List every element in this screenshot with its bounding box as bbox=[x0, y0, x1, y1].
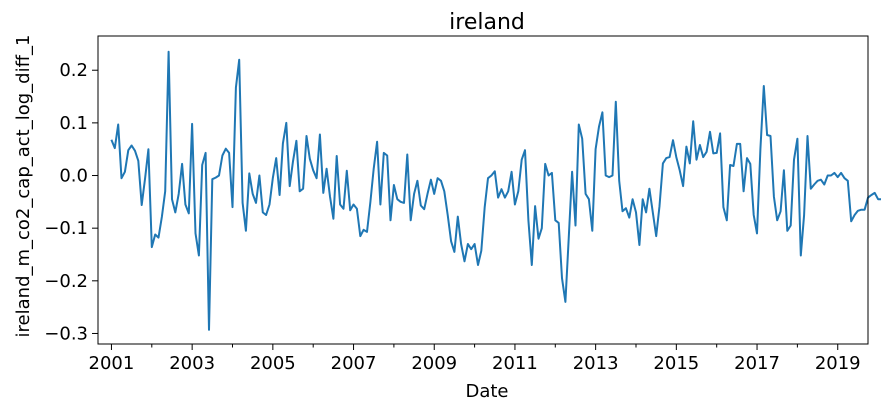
x-tick-label: 2015 bbox=[653, 353, 699, 374]
y-tick-label: −0.1 bbox=[44, 218, 88, 239]
x-tick-label: 2011 bbox=[492, 353, 538, 374]
y-tick-label: 0.2 bbox=[59, 60, 88, 81]
x-axis-label: Date bbox=[465, 381, 508, 402]
x-tick-label: 2007 bbox=[331, 353, 377, 374]
y-axis: 0.2 0.1 0.0 −0.1 −0.2 −0.3 bbox=[44, 60, 98, 344]
chart-title: ireland bbox=[449, 10, 525, 35]
x-tick-label: 2003 bbox=[169, 353, 215, 374]
plot-frame bbox=[97, 35, 869, 345]
plot-area bbox=[110, 50, 881, 331]
x-tick-label: 2019 bbox=[815, 353, 861, 374]
x-tick-label: 2001 bbox=[89, 353, 135, 374]
series-line bbox=[110, 50, 881, 331]
y-axis-label: ireland_m_co2_cap_act_log_diff_1 bbox=[13, 35, 34, 338]
x-tick-label: 2005 bbox=[250, 353, 296, 374]
x-axis: 2001 2003 2005 2007 2009 2011 2013 2015 2017 2019 bbox=[89, 344, 861, 374]
y-tick-label: 0.0 bbox=[59, 166, 88, 187]
x-tick-label: 2013 bbox=[573, 353, 619, 374]
x-tick-label: 2009 bbox=[411, 353, 457, 374]
y-tick-label: −0.3 bbox=[44, 323, 88, 344]
y-tick-label: −0.2 bbox=[44, 271, 88, 292]
x-tick-label: 2017 bbox=[734, 353, 780, 374]
y-tick-label: 0.1 bbox=[59, 113, 88, 134]
